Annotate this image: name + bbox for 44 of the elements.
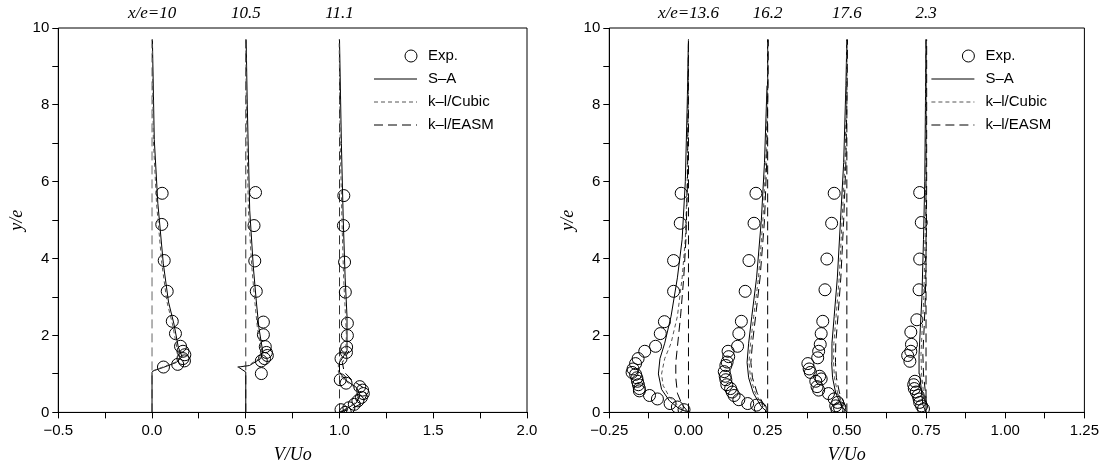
text: x/e=13.6 <box>656 2 720 22</box>
x-tick-label: 1.25 <box>1069 420 1099 438</box>
y-tick-label: 10 <box>583 18 601 36</box>
x-tick-label: 0.50 <box>832 420 862 438</box>
y-tick-label: 2 <box>40 325 50 343</box>
text: 17.6 <box>831 2 863 22</box>
y-tick-label: 6 <box>591 171 601 189</box>
text: 2.3 <box>915 2 937 22</box>
text: 16.2 <box>752 2 784 22</box>
x-tick-label: 0.0 <box>141 420 163 438</box>
x-axis-title: V/Uo <box>827 443 866 464</box>
y-tick-label: 8 <box>40 95 50 113</box>
text: x/e=10 <box>126 2 177 22</box>
x-tick-label: 0.5 <box>235 420 257 438</box>
legend-label: Exp. <box>428 46 459 64</box>
y-tick-label: 8 <box>591 95 601 113</box>
text: 10.5 <box>230 2 261 22</box>
x-tick-label: 0.75 <box>911 420 941 438</box>
legend-label: k–l/Cubic <box>985 92 1048 110</box>
y-tick-label: 10 <box>32 18 50 36</box>
y-tick-label: 4 <box>591 248 601 266</box>
x-tick-label: 1.0 <box>329 420 350 438</box>
y-tick-label: 2 <box>591 325 601 343</box>
x-tick-label: 2.0 <box>516 420 538 438</box>
legend-label: k–l/EASM <box>985 115 1052 133</box>
legend-label: k–l/EASM <box>428 115 494 133</box>
legend-label: S–A <box>428 69 457 87</box>
x-tick-label: −0.25 <box>590 420 629 438</box>
x-tick-label: 1.00 <box>990 420 1020 438</box>
y-tick-label: 0 <box>591 402 601 420</box>
x-tick-label: 1.5 <box>422 420 444 438</box>
x-tick-label: 0.25 <box>753 420 783 438</box>
x-tick-label: −0.5 <box>43 420 74 438</box>
y-axis-title: y/e <box>5 209 26 233</box>
legend-label: S–A <box>985 69 1014 87</box>
x-tick-label: 0.00 <box>673 420 704 438</box>
y-tick-label: 4 <box>40 248 50 266</box>
y-tick-label: 6 <box>40 171 50 189</box>
y-tick-label: 0 <box>40 402 50 420</box>
x-axis-title: V/Uo <box>273 443 312 464</box>
text: 11.1 <box>325 2 354 22</box>
legend-label: Exp. <box>985 46 1016 64</box>
legend-label: k–l/Cubic <box>428 92 491 110</box>
y-axis-title: y/e <box>556 209 577 233</box>
